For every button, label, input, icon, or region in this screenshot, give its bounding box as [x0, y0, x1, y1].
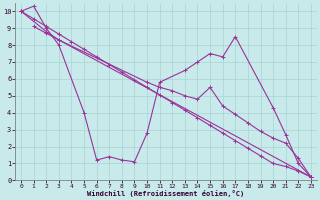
X-axis label: Windchill (Refroidissement éolien,°C): Windchill (Refroidissement éolien,°C)	[87, 190, 244, 197]
